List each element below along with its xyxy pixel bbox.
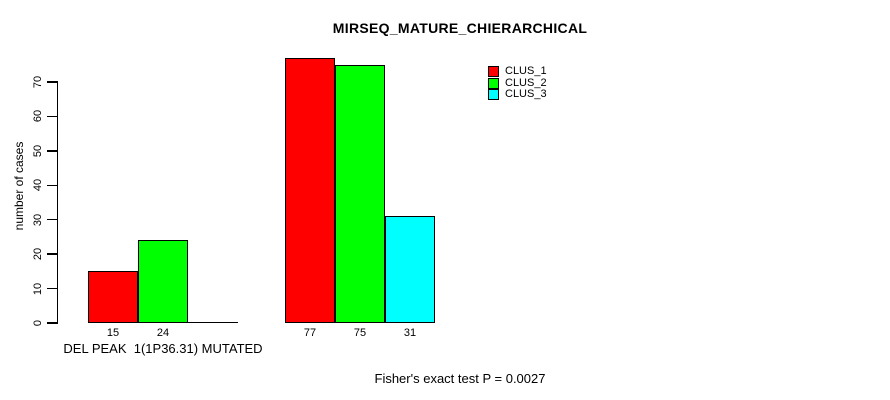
legend-label-clus_2: CLUS_2 xyxy=(505,76,547,89)
bar-value-label: 31 xyxy=(403,327,417,339)
y-tick xyxy=(47,253,57,255)
legend-swatch-clus_2 xyxy=(488,77,499,89)
bar-value-label: 24 xyxy=(156,327,170,339)
y-tick xyxy=(47,81,57,83)
y-tick-label: 50 xyxy=(32,144,44,157)
legend-label-clus_1: CLUS_1 xyxy=(505,65,547,77)
bar-value-label: 75 xyxy=(353,327,367,339)
bar-clus_1-group1 xyxy=(88,271,138,323)
legend-swatch-clus_1 xyxy=(488,66,499,77)
legend-swatch-clus_3 xyxy=(488,89,499,100)
y-tick-label: 40 xyxy=(32,179,44,192)
y-tick-label: 10 xyxy=(32,282,44,295)
bar-clus_2-group1 xyxy=(138,240,188,323)
bar-clus_3-group1-zero xyxy=(188,321,238,323)
y-tick xyxy=(47,150,57,152)
y-tick xyxy=(47,287,57,290)
bar-value-label: 15 xyxy=(106,327,120,339)
y-tick xyxy=(47,322,57,324)
y-tick-label: 30 xyxy=(32,213,44,226)
bar-clus_3-group2 xyxy=(385,216,435,323)
y-tick-label: 0 xyxy=(32,319,44,327)
bar-value-label: 77 xyxy=(303,327,317,339)
y-tick xyxy=(47,115,57,118)
x-axis-group-label: DEL PEAK 1(1P36.31) MUTATED xyxy=(63,341,263,356)
y-tick xyxy=(47,184,57,187)
chart-title: MIRSEQ_MATURE_CHIERARCHICAL xyxy=(332,20,588,36)
y-axis-line xyxy=(56,81,58,324)
y-tick xyxy=(47,218,57,221)
annotation-text: Fisher's exact test P = 0.0027 xyxy=(374,371,546,386)
bar-clus_2-group2 xyxy=(335,64,385,323)
y-tick-label: 20 xyxy=(32,248,44,261)
y-tick-label: 60 xyxy=(32,110,44,123)
bar-clus_1-group2 xyxy=(285,57,335,323)
legend-label-clus_3: CLUS_3 xyxy=(505,88,547,100)
y-tick-label: 70 xyxy=(32,75,44,89)
